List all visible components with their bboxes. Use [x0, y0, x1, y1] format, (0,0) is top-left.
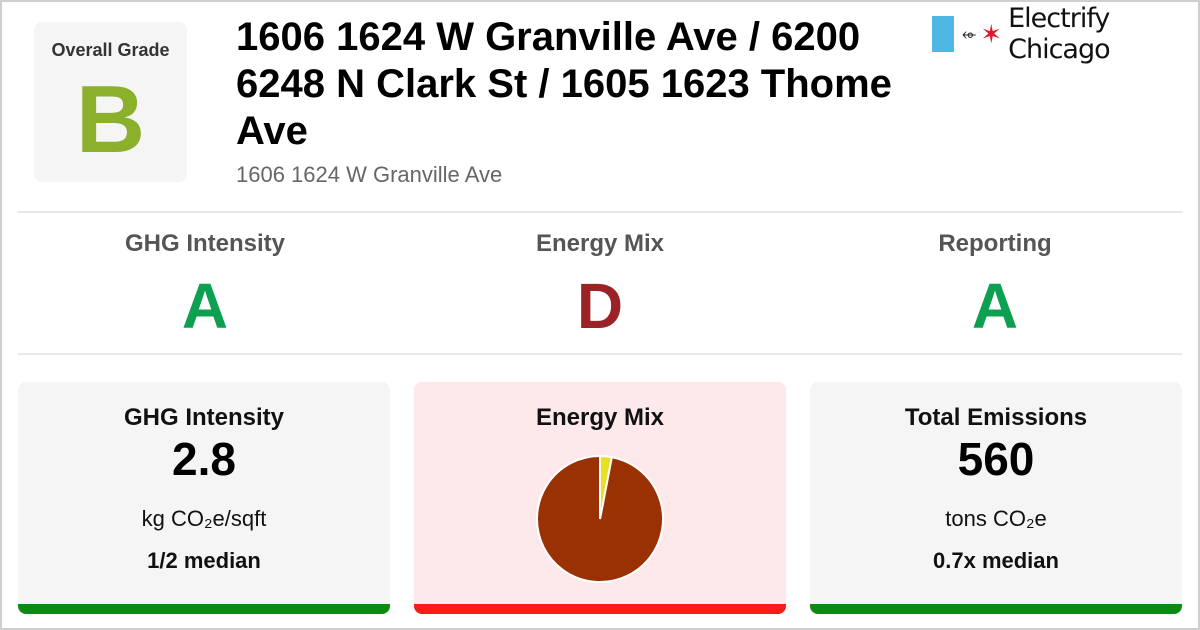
ghg-intensity-card: GHG Intensity 2.8 kg CO₂e/sqft 1/2 media…: [18, 382, 390, 614]
divider-top: [18, 211, 1182, 213]
ghg-intensity-unit: kg CO₂e/sqft: [141, 506, 267, 531]
grade-value: A: [181, 270, 229, 342]
grade-reporting: Reporting A: [798, 230, 1192, 338]
grade-label: GHG Intensity: [124, 230, 286, 257]
plug-icon: ⬰: [961, 23, 977, 44]
card-title: GHG Intensity: [123, 404, 285, 431]
logo-color-box: [932, 16, 954, 52]
overall-grade-value: B: [75, 66, 146, 173]
ghg-intensity-value: 2.8: [172, 433, 236, 485]
grade-energy-mix: Energy Mix D: [403, 230, 797, 338]
card-title: Energy Mix: [535, 404, 665, 431]
grade-value: A: [971, 270, 1019, 342]
grade-value: D: [576, 270, 624, 342]
total-emissions-median: 0.7x median: [933, 548, 1059, 573]
logo-text: Electrify Chicago: [1008, 3, 1111, 65]
total-emissions-card: Total Emissions 560 tons CO₂e 0.7x media…: [810, 382, 1182, 614]
status-bar: [414, 604, 786, 614]
energy-mix-card: Energy Mix: [414, 382, 786, 614]
grade-label: Reporting: [938, 230, 1052, 257]
electrify-chicago-logo[interactable]: ⬰ ✶ Electrify Chicago: [932, 3, 1200, 65]
status-bar: [810, 604, 1182, 614]
grade-ghg-intensity: GHG Intensity A: [8, 230, 402, 338]
building-address: 1606 1624 W Granville Ave: [236, 162, 503, 187]
ghg-intensity-median: 1/2 median: [147, 548, 261, 573]
building-title: 1606 1624 W Granville Ave / 6200 6248 N …: [236, 15, 892, 153]
divider-middle: [18, 353, 1182, 355]
status-bar: [18, 604, 390, 614]
chicago-star-icon: ✶: [980, 19, 1003, 49]
overall-grade-label: Overall Grade: [51, 40, 170, 60]
energy-mix-pie-chart: [536, 454, 664, 583]
card-title: Total Emissions: [904, 404, 1088, 431]
total-emissions-value: 560: [957, 433, 1035, 485]
pie-slice-1: [599, 454, 613, 520]
total-emissions-unit: tons CO₂e: [945, 506, 1047, 531]
overall-grade-box: Overall Grade B: [34, 22, 187, 182]
grade-label: Energy Mix: [535, 230, 665, 257]
